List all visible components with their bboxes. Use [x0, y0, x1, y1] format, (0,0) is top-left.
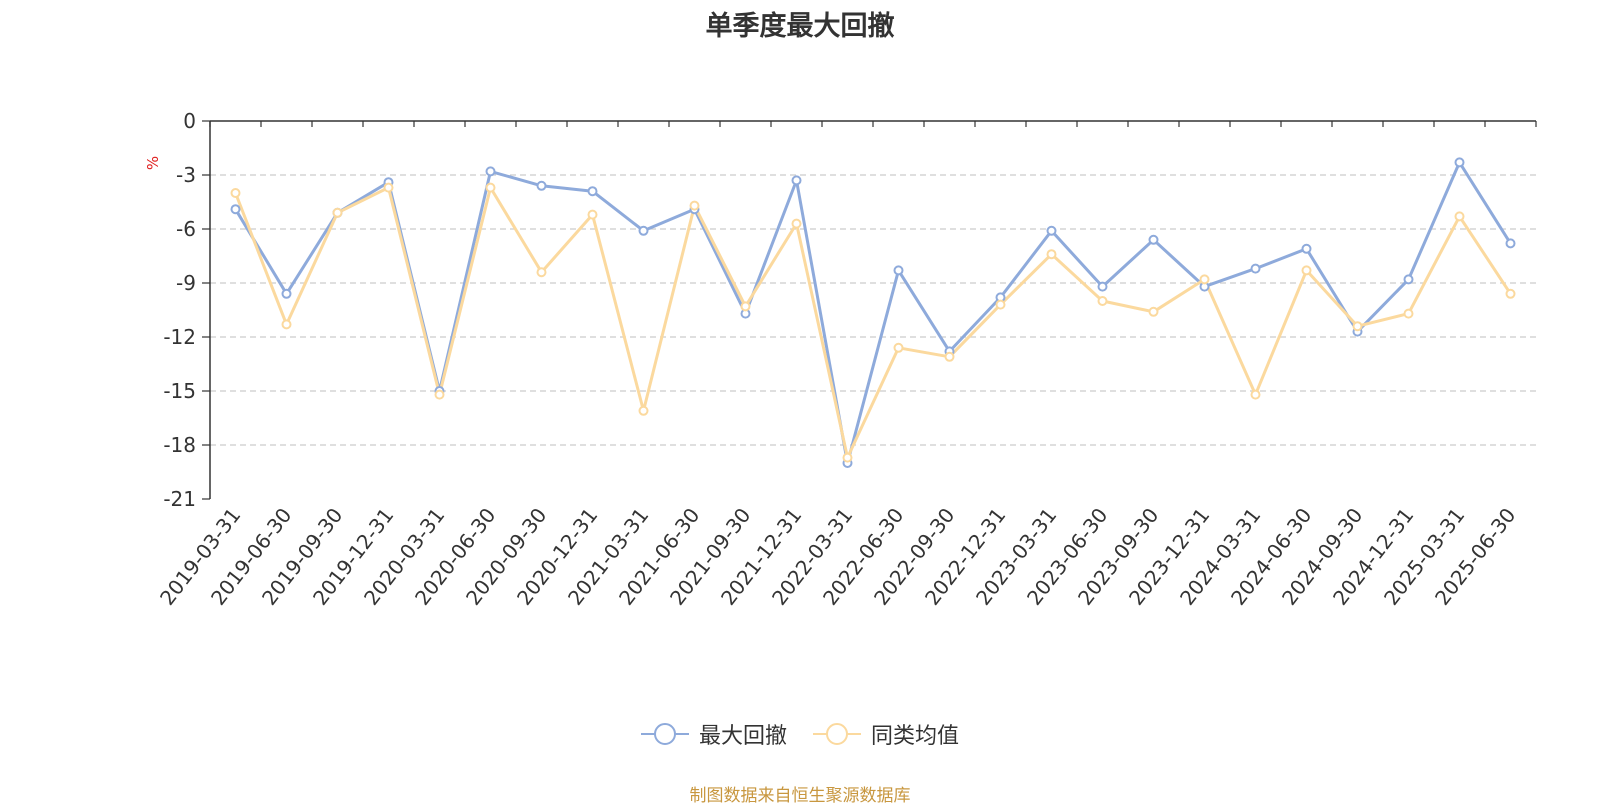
series-lines — [234, 160, 1512, 465]
chart-title: 单季度最大回撤 — [705, 11, 895, 42]
legend-label-series-2: 同类均值 — [871, 724, 960, 749]
axes: 0-3-6-9-12-15-18-212019-03-312019-06-302… — [155, 109, 1537, 610]
series-points — [230, 157, 1516, 468]
data-point-series-1 — [1148, 234, 1159, 245]
y-tick-label: 0 — [183, 109, 196, 133]
y-tick-label: -6 — [176, 217, 196, 241]
data-point-series-2 — [1403, 308, 1414, 319]
y-tick-label: -3 — [176, 163, 196, 187]
data-point-series-2 — [332, 207, 343, 218]
data-point-series-1 — [230, 204, 241, 215]
y-tick-label: -18 — [163, 433, 196, 457]
legend-label-series-1: 最大回撤 — [698, 724, 787, 749]
data-point-series-1 — [1046, 225, 1057, 236]
data-point-series-1 — [1250, 263, 1261, 274]
data-point-series-1 — [1097, 281, 1108, 292]
data-point-series-1 — [281, 288, 292, 299]
data-point-series-1 — [893, 265, 904, 276]
series-line-1 — [234, 160, 1512, 465]
data-point-series-1 — [536, 180, 547, 191]
data-point-series-2 — [1097, 296, 1108, 306]
data-point-series-2 — [791, 218, 802, 229]
y-tick-label: -21 — [163, 487, 196, 511]
data-point-series-1 — [485, 166, 496, 177]
data-point-series-2 — [1046, 249, 1057, 260]
data-point-series-2 — [893, 342, 904, 353]
data-point-series-1 — [1505, 238, 1516, 249]
data-point-series-1 — [638, 225, 649, 236]
grid-lines — [210, 174, 1536, 446]
data-point-series-2 — [1505, 288, 1516, 299]
data-point-series-2 — [434, 389, 445, 400]
data-point-series-2 — [740, 301, 751, 312]
data-point-series-2 — [995, 299, 1006, 310]
data-point-series-2 — [383, 182, 394, 193]
data-point-series-2 — [230, 188, 241, 198]
data-point-series-2 — [944, 351, 955, 362]
legend: 最大回撤 同类均值 — [0, 718, 1600, 750]
data-point-series-2 — [1454, 211, 1465, 222]
data-point-series-2 — [842, 452, 853, 463]
y-tick-label: -15 — [163, 379, 196, 403]
y-tick-label: -12 — [163, 325, 196, 349]
data-point-series-2 — [638, 405, 649, 416]
data-point-series-2 — [536, 267, 547, 278]
data-point-series-1 — [587, 186, 598, 197]
legend-marker-series-2 — [813, 723, 861, 745]
data-point-series-2 — [1199, 274, 1210, 285]
data-source-note: 制图数据来自恒生聚源数据库 — [689, 786, 911, 806]
legend-item-series-2[interactable]: 同类均值 — [813, 718, 959, 750]
data-point-series-2 — [281, 319, 292, 330]
data-point-series-2 — [1148, 306, 1159, 317]
data-point-series-2 — [689, 200, 700, 211]
data-point-series-2 — [587, 209, 598, 220]
legend-marker-series-1 — [640, 723, 689, 745]
data-point-series-1 — [1403, 274, 1414, 285]
data-point-series-2 — [485, 182, 496, 193]
data-point-series-1 — [1454, 157, 1465, 168]
line-chart: 0-3-6-9-12-15-18-212019-03-312019-06-302… — [144, 109, 1537, 610]
series-line-2 — [234, 186, 1512, 460]
data-point-series-1 — [791, 175, 802, 186]
legend-item-series-1[interactable]: 最大回撤 — [640, 718, 787, 750]
data-point-series-2 — [1250, 389, 1261, 400]
data-point-series-2 — [1301, 265, 1312, 276]
data-point-series-2 — [1352, 321, 1363, 332]
data-point-series-1 — [1301, 243, 1312, 254]
y-tick-label: -9 — [176, 271, 196, 295]
y-axis-label: % — [144, 156, 162, 170]
